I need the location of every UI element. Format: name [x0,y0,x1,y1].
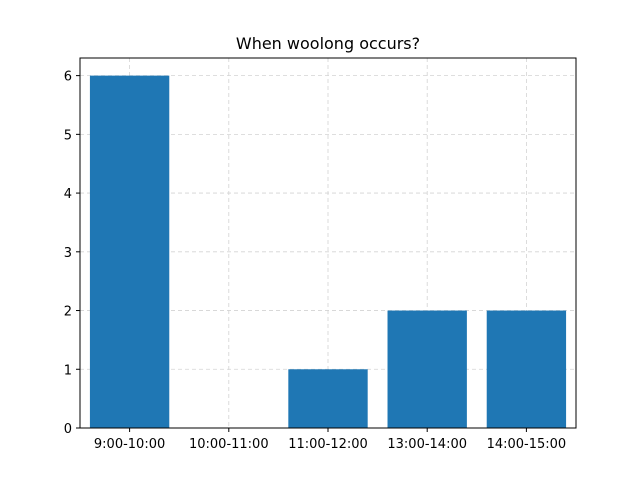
bar-3 [387,310,467,428]
y-tick-label-5: 5 [64,128,72,143]
y-tick-label-0: 0 [64,422,72,437]
y-tick-label-1: 1 [64,363,72,378]
x-tick-label-1: 10:00-11:00 [189,437,269,452]
x-tick-label-0: 9:00-10:00 [94,437,165,452]
bar-layer [89,75,567,428]
axis-layer: 0 1 2 3 4 5 6 9:00-10:00 10:00-11:00 11:00-12:00 1… [64,57,577,452]
x-tick-label-3: 13:00-14:00 [387,437,467,452]
y-tick-label-2: 2 [64,305,72,320]
x-tick-label-4: 14:00-15:00 [487,437,567,452]
bar-0 [89,75,170,428]
chart-title: When woolong occurs? [236,34,420,53]
y-tick-label-6: 6 [64,70,72,85]
bar-4 [486,310,567,428]
bar-2 [288,369,368,428]
y-tick-label-4: 4 [64,187,72,202]
x-tick-label-2: 11:00-12:00 [288,437,368,452]
y-tick-label-3: 3 [64,246,72,261]
